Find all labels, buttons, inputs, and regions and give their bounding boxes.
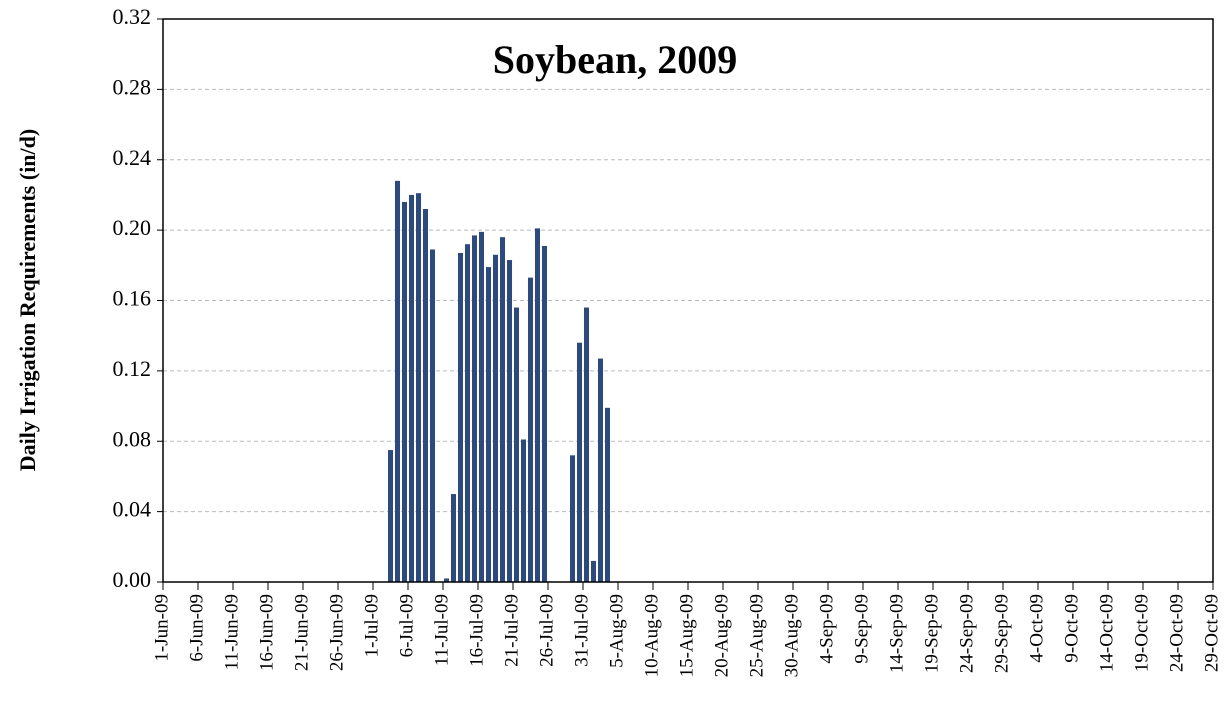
y-axis-label: Daily Irrigation Requirements (in/d) — [15, 129, 40, 471]
x-tick-label: 29-Sep-09 — [991, 594, 1012, 673]
x-tick-label: 21-Jul-09 — [501, 594, 522, 667]
y-tick-label: 0.16 — [113, 286, 152, 311]
y-tick-label: 0.00 — [113, 567, 152, 592]
x-tick-label: 4-Sep-09 — [816, 594, 837, 664]
x-tick-label: 21-Jun-09 — [291, 594, 312, 671]
x-tick-label: 24-Sep-09 — [956, 594, 977, 673]
x-tick-label: 6-Jul-09 — [396, 594, 417, 657]
x-tick-label: 11-Jun-09 — [221, 594, 242, 670]
x-tick-label: 15-Aug-09 — [676, 594, 697, 677]
plot-frame — [162, 18, 1214, 583]
x-tick-label: 19-Sep-09 — [921, 594, 942, 673]
bar — [513, 307, 520, 582]
x-tick-label: 31-Jul-09 — [571, 594, 592, 667]
bar — [401, 201, 408, 582]
x-tick-label: 10-Aug-09 — [641, 594, 662, 677]
bar — [450, 494, 457, 582]
x-tick-label: 19-Oct-09 — [1131, 594, 1152, 672]
bar — [583, 307, 590, 582]
bar — [492, 254, 499, 582]
x-tick-label: 14-Sep-09 — [886, 594, 907, 673]
bar — [604, 407, 611, 582]
x-tick-label: 1-Jun-09 — [151, 594, 172, 662]
x-tick-label: 24-Oct-09 — [1166, 594, 1187, 672]
x-tick-label: 11-Jul-09 — [431, 594, 452, 666]
x-tick-label: 20-Aug-09 — [711, 594, 732, 677]
y-tick-label: 0.08 — [113, 426, 152, 451]
bar — [506, 260, 513, 582]
bar — [457, 252, 464, 582]
bar — [387, 450, 394, 582]
x-tick-label: 26-Jun-09 — [326, 594, 347, 671]
bar — [408, 194, 415, 582]
bar — [534, 228, 541, 582]
y-tick-label: 0.20 — [113, 215, 152, 240]
bar — [499, 237, 506, 582]
bar — [429, 249, 436, 582]
y-tick-label: 0.04 — [113, 497, 152, 522]
bar — [569, 455, 576, 582]
x-tick-label: 4-Oct-09 — [1026, 594, 1047, 663]
bar — [541, 245, 548, 582]
bar — [471, 235, 478, 582]
bar — [394, 180, 401, 583]
x-tick-label: 5-Aug-09 — [606, 594, 627, 668]
x-tick-label: 25-Aug-09 — [746, 594, 767, 677]
bar — [478, 231, 485, 582]
x-tick-label: 29-Oct-09 — [1201, 594, 1222, 672]
bar — [590, 560, 597, 582]
bar — [485, 267, 492, 582]
x-tick-label: 14-Oct-09 — [1096, 594, 1117, 672]
bar — [422, 209, 429, 582]
bar — [415, 193, 422, 582]
x-tick-label: 6-Jun-09 — [186, 594, 207, 662]
x-tick-label: 26-Jul-09 — [536, 594, 557, 667]
bar — [520, 439, 527, 582]
bar — [464, 244, 471, 582]
x-tick-label: 9-Sep-09 — [851, 594, 872, 664]
x-tick-label: 1-Jul-09 — [361, 594, 382, 657]
bar — [527, 277, 534, 582]
bar — [443, 578, 450, 582]
y-tick-label: 0.24 — [113, 145, 152, 170]
y-tick-label: 0.12 — [113, 356, 152, 381]
x-tick-label: 16-Jul-09 — [466, 594, 487, 667]
x-tick-label: 16-Jun-09 — [256, 594, 277, 671]
x-tick-label: 9-Oct-09 — [1061, 594, 1082, 663]
y-tick-label: 0.28 — [113, 74, 152, 99]
y-tick-label: 0.32 — [113, 4, 152, 29]
bar — [576, 342, 583, 582]
chart-title: Soybean, 2009 — [493, 37, 738, 82]
x-tick-label: 30-Aug-09 — [781, 594, 802, 677]
bar — [597, 358, 604, 582]
